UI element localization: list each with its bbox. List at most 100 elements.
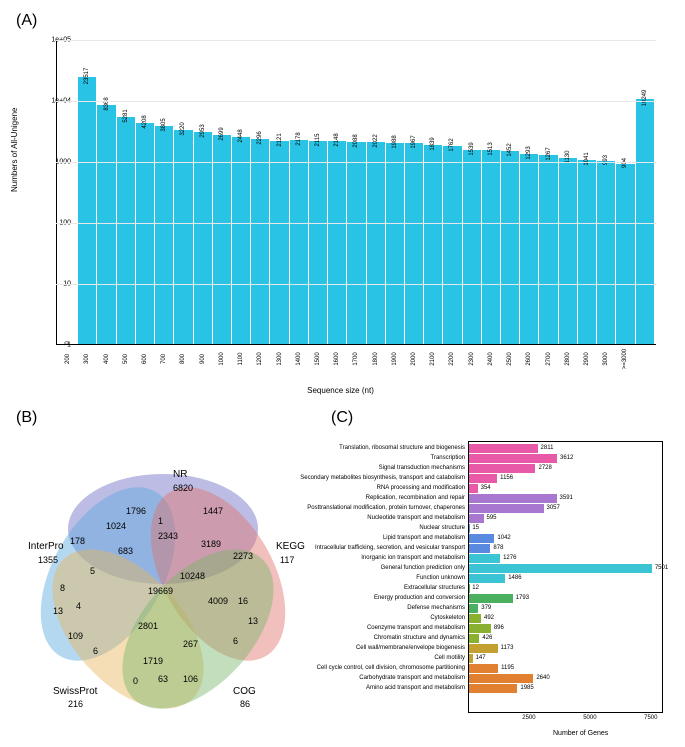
panel-c-bar-value: 379 xyxy=(481,605,491,611)
panel-c-category: Cytoskeleton xyxy=(430,615,465,621)
panel-a-xtick: 1800 xyxy=(373,352,379,365)
svg-text:1796: 1796 xyxy=(126,506,146,516)
panel-c-bar xyxy=(469,484,478,493)
panel-c-xtick: 5000 xyxy=(583,715,596,721)
panel-a-xtick: 1300 xyxy=(277,352,283,365)
panel-c-category: Amino acid transport and metabolism xyxy=(366,685,465,691)
panel-c-bar-row: 878 xyxy=(469,544,662,553)
panel-c-category: Nuclear structure xyxy=(419,525,465,531)
panel-a-bar: 21151500 xyxy=(309,141,327,344)
panel-a-gridline xyxy=(56,284,656,285)
panel-c-bar-value: 878 xyxy=(493,545,503,551)
panel-c-bar-row: 147 xyxy=(469,654,662,663)
svg-text:0: 0 xyxy=(133,676,138,686)
panel-c-bar-value: 896 xyxy=(494,625,504,631)
panel-c-bar-value: 12 xyxy=(472,585,479,591)
panel-a-bar-value: 1513 xyxy=(488,142,494,155)
panel-a-bar-value: 1452 xyxy=(507,143,513,156)
panel-c-bar-row: 1173 xyxy=(469,644,662,653)
panel-a-bar: 17622200 xyxy=(443,146,461,344)
venn-count-nr: 6820 xyxy=(173,483,193,493)
panel-a-xtick: 2700 xyxy=(546,352,552,365)
panel-c-category: Inorganic ion transport and metabolism xyxy=(361,555,465,561)
panel-a-label: (A) xyxy=(16,12,677,30)
svg-text:683: 683 xyxy=(118,546,133,556)
panel-c-category: Nucleotide transport and metabolism xyxy=(367,515,465,521)
panel-a-bar: 5281500 xyxy=(117,117,135,344)
panel-a-xtick: 1400 xyxy=(296,352,302,365)
panel-a-xtick: 700 xyxy=(161,354,167,364)
svg-text:4009: 4009 xyxy=(208,596,228,606)
panel-a-bar: 23517300 xyxy=(78,77,96,344)
panel-a-bar-value: 3220 xyxy=(180,122,186,135)
panel-c-category: Intracellular trafficking, secretion, an… xyxy=(315,545,465,551)
venn-count-swissprot: 216 xyxy=(68,699,83,709)
svg-text:1: 1 xyxy=(158,516,163,526)
panel-a-bar: 10249 xyxy=(636,99,654,344)
svg-text:6: 6 xyxy=(93,646,98,656)
svg-text:13: 13 xyxy=(53,606,63,616)
panel-c-bar-value: 595 xyxy=(487,515,497,521)
panel-c-bar xyxy=(469,624,491,633)
panel-a-bar: 10412900 xyxy=(578,160,596,344)
panel-c-bar-row: 1486 xyxy=(469,574,662,583)
panel-c-category: Cell motility xyxy=(434,655,465,661)
panel-c-bar-value: 147 xyxy=(476,655,486,661)
panel-a-ytick: 1 xyxy=(67,342,71,349)
panel-a-bar: 21481600 xyxy=(328,141,346,344)
panel-b-label: (B) xyxy=(16,409,323,427)
panel-a-bar-value: 23517 xyxy=(84,68,90,85)
panel-a-gridline xyxy=(56,101,656,102)
panel-c-bar xyxy=(469,664,498,673)
panel-c-label: (C) xyxy=(331,409,673,427)
panel-c-bar-value: 15 xyxy=(472,525,479,531)
panel-c-bar-value: 426 xyxy=(482,635,492,641)
panel-c-bar-value: 2811 xyxy=(541,445,554,451)
svg-text:178: 178 xyxy=(70,536,85,546)
panel-c-bar-row: 1276 xyxy=(469,554,662,563)
panel-a-xtick: 600 xyxy=(142,354,148,364)
svg-text:4: 4 xyxy=(76,601,81,611)
panel-c-bar-value: 1195 xyxy=(501,665,514,671)
panel-c-category: RNA processing and modification xyxy=(377,485,465,491)
venn-label-kegg: KEGG xyxy=(276,541,305,552)
panel-c-bar-value: 3591 xyxy=(560,495,573,501)
panel-a-bar: 11302800 xyxy=(559,158,577,344)
svg-text:10248: 10248 xyxy=(180,571,205,581)
panel-c-bar-row: 2640 xyxy=(469,674,662,683)
panel-a-bar: 904>=3000 xyxy=(616,164,634,344)
venn-label-interpro: InterPro xyxy=(28,541,64,552)
panel-c-category: Translation, ribosomal structure and bio… xyxy=(339,445,465,451)
panel-a-bar: 19672000 xyxy=(405,143,423,344)
svg-text:267: 267 xyxy=(183,639,198,649)
panel-b-container: (B) NR 6820 InterPro 1355 KEGG 117 Sw xyxy=(8,405,323,739)
svg-text:106: 106 xyxy=(183,674,198,684)
panel-c-bar-row: 896 xyxy=(469,624,662,633)
panel-c-bar-value: 1156 xyxy=(500,475,513,481)
panel-c-xtick: 7500 xyxy=(644,715,657,721)
panel-c-bar xyxy=(469,564,652,573)
panel-c-bar-row: 7501 xyxy=(469,564,662,573)
panel-c-category: Replication, recombination and repair xyxy=(366,495,465,501)
panel-c-bar-value: 1042 xyxy=(497,535,510,541)
panel-a-plot-area: 0200235173008368400528150042086003805700… xyxy=(56,40,656,345)
panel-a-xtick: 2400 xyxy=(488,352,494,365)
panel-c-bar-row: 1793 xyxy=(469,594,662,603)
svg-text:2273: 2273 xyxy=(233,551,253,561)
panel-c-bar xyxy=(469,464,535,473)
svg-text:2801: 2801 xyxy=(138,621,158,631)
panel-a-xtick: 1600 xyxy=(334,352,340,365)
panel-c-bar xyxy=(469,544,490,553)
panel-a-xtick: 2800 xyxy=(565,352,571,365)
figure-container: (A) Numbers of All-Unigene 0200235173008… xyxy=(8,12,677,739)
panel-a-xtick: 400 xyxy=(104,354,110,364)
panel-c-bar xyxy=(469,474,497,483)
panel-c-bar-row: 3591 xyxy=(469,494,662,503)
panel-a-xtick: 1700 xyxy=(353,352,359,365)
panel-a-xtick: >=3000 xyxy=(622,349,628,369)
panel-c-category: Carbohydrate transport and metabolism xyxy=(359,675,465,681)
panel-a-bar: 2953900 xyxy=(194,132,212,344)
panel-a-bar-value: 1539 xyxy=(469,142,475,155)
panel-b-venn: NR 6820 InterPro 1355 KEGG 117 SwissProt… xyxy=(8,429,323,739)
svg-text:1719: 1719 xyxy=(143,656,163,666)
